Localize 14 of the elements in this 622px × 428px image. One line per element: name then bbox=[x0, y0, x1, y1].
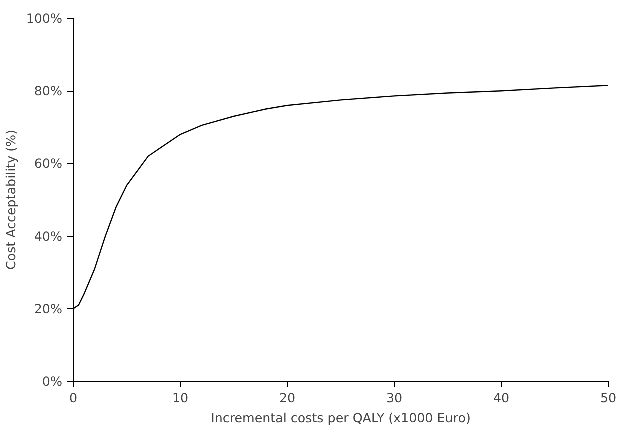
y-tick-label: 20% bbox=[34, 301, 63, 316]
x-tick-label: 50 bbox=[600, 390, 617, 406]
y-tick-label: 0% bbox=[42, 374, 63, 389]
y-tick-label: 40% bbox=[34, 228, 63, 244]
x-tick-label: 20 bbox=[279, 390, 296, 406]
x-tick-label: 0 bbox=[69, 390, 78, 406]
x-tick-label: 10 bbox=[172, 390, 189, 406]
x-axis-title: Incremental costs per QALY (x1000 Euro) bbox=[211, 410, 471, 426]
y-axis-title: Cost Acceptability (%) bbox=[3, 130, 18, 270]
y-tick-label: 60% bbox=[34, 156, 63, 172]
y-tick-label: 100% bbox=[26, 11, 63, 26]
x-tick-label: 40 bbox=[493, 390, 510, 406]
x-tick-label: 30 bbox=[386, 390, 403, 406]
y-tick-label: 80% bbox=[34, 84, 63, 99]
